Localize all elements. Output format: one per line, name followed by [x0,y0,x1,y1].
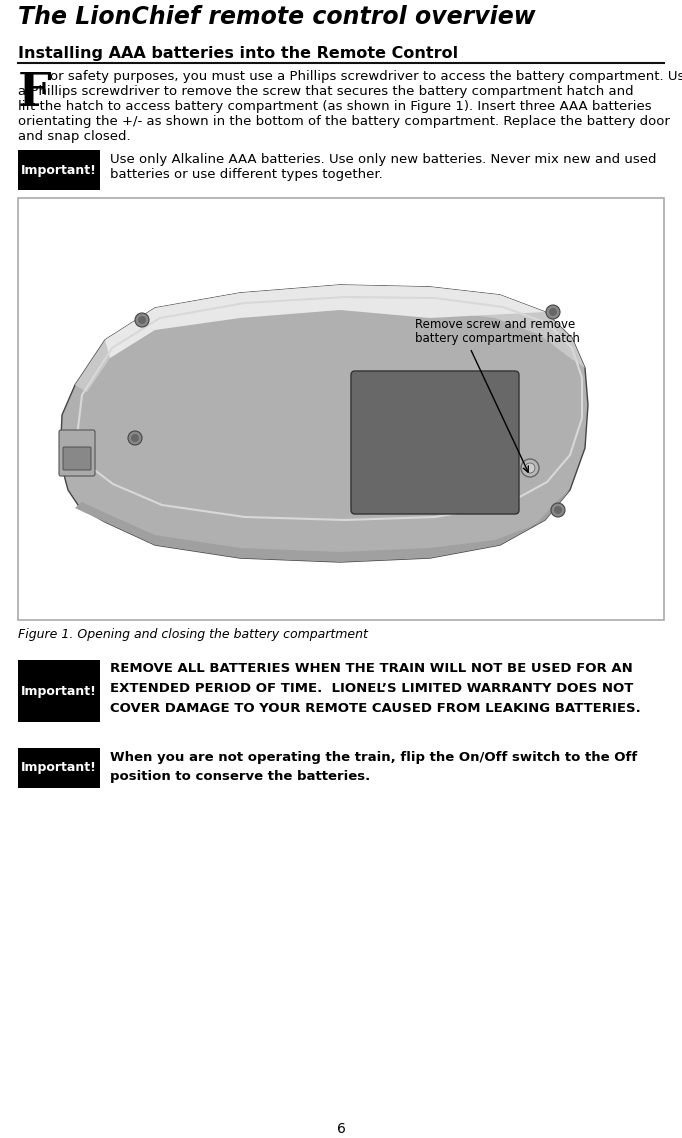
Text: The LionChief remote control overview: The LionChief remote control overview [18,5,535,28]
Text: lift the hatch to access battery compartment (as shown in Figure 1). Insert thre: lift the hatch to access battery compart… [18,100,651,113]
FancyBboxPatch shape [18,198,664,620]
Text: or safety purposes, you must use a Phillips screwdriver to access the battery co: or safety purposes, you must use a Phill… [50,71,682,83]
FancyBboxPatch shape [18,748,100,787]
Circle shape [551,503,565,517]
FancyBboxPatch shape [63,447,91,470]
Text: Remove screw and remove: Remove screw and remove [415,318,575,331]
Text: 6: 6 [336,1122,346,1136]
Polygon shape [75,284,585,391]
Polygon shape [75,490,570,562]
Text: When you are not operating the train, flip the On/Off switch to the Off: When you are not operating the train, fl… [110,751,637,764]
Text: battery compartment hatch: battery compartment hatch [415,332,580,345]
Text: Figure 1. Opening and closing the battery compartment: Figure 1. Opening and closing the batter… [18,628,368,641]
Polygon shape [105,284,545,358]
Circle shape [131,434,139,442]
Text: EXTENDED PERIOD OF TIME.  LIONEL’S LIMITED WARRANTY DOES NOT: EXTENDED PERIOD OF TIME. LIONEL’S LIMITE… [110,682,634,695]
Circle shape [554,506,562,514]
Polygon shape [60,284,588,562]
FancyBboxPatch shape [18,660,100,721]
Text: Important!: Important! [21,761,97,775]
Text: batteries or use different types together.: batteries or use different types togethe… [110,168,383,181]
Text: F: F [18,71,52,116]
Circle shape [128,431,142,445]
Circle shape [138,316,146,324]
Text: REMOVE ALL BATTERIES WHEN THE TRAIN WILL NOT BE USED FOR AN: REMOVE ALL BATTERIES WHEN THE TRAIN WILL… [110,662,633,675]
Text: Important!: Important! [21,164,97,176]
Circle shape [549,308,557,316]
FancyBboxPatch shape [351,371,519,514]
Text: Use only Alkaline AAA batteries. Use only new batteries. Never mix new and used: Use only Alkaline AAA batteries. Use onl… [110,152,657,166]
FancyBboxPatch shape [18,150,100,190]
Circle shape [135,313,149,327]
Text: Installing AAA batteries into the Remote Control: Installing AAA batteries into the Remote… [18,46,458,61]
Text: Important!: Important! [21,684,97,698]
Text: a Phillips screwdriver to remove the screw that secures the battery compartment : a Phillips screwdriver to remove the scr… [18,85,634,98]
Text: orientating the +/- as shown in the bottom of the battery compartment. Replace t: orientating the +/- as shown in the bott… [18,115,670,127]
Circle shape [546,305,560,319]
Circle shape [521,459,539,477]
Text: and snap closed.: and snap closed. [18,130,131,143]
Text: COVER DAMAGE TO YOUR REMOTE CAUSED FROM LEAKING BATTERIES.: COVER DAMAGE TO YOUR REMOTE CAUSED FROM … [110,702,641,715]
FancyBboxPatch shape [59,430,95,476]
Text: position to conserve the batteries.: position to conserve the batteries. [110,770,370,783]
Circle shape [525,463,535,473]
